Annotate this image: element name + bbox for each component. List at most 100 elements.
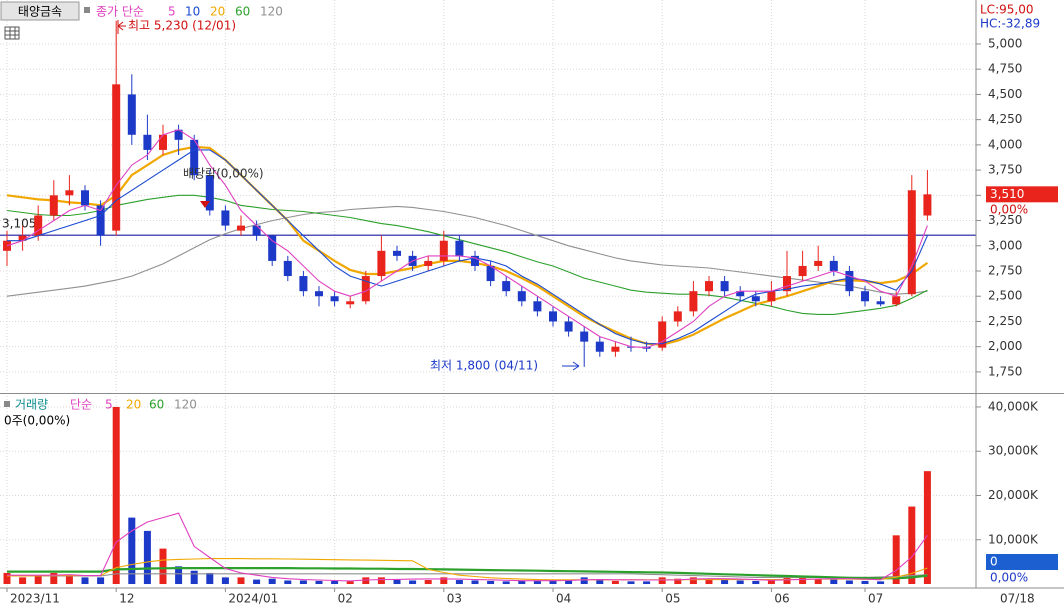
- legend-item: 10: [185, 5, 200, 19]
- legend-label: 종가 단순: [96, 5, 144, 19]
- volume-bar: [97, 577, 105, 585]
- stock-name-box[interactable]: [0, 1, 80, 21]
- moving-average-line: [7, 512, 928, 582]
- low-arrow: [562, 361, 580, 371]
- volume-bar: [65, 575, 73, 585]
- candle-body: [283, 260, 292, 277]
- volume-bar: [908, 506, 916, 585]
- volume-bar: [175, 566, 183, 585]
- volume-bar: [253, 579, 261, 585]
- y-tick-label: 2,000: [988, 339, 1022, 353]
- candle-body: [517, 291, 526, 302]
- moving-average-line: [7, 573, 928, 578]
- candle-body: [424, 260, 433, 266]
- volume-bar: [877, 581, 885, 585]
- volume-bar: [331, 580, 339, 585]
- candle-body: [595, 341, 604, 352]
- candle-body: [112, 84, 121, 231]
- volume-bar: [892, 535, 900, 585]
- y-tick-label: 5,000: [988, 36, 1022, 50]
- candle-body: [268, 235, 277, 261]
- volume-bar: [674, 578, 682, 585]
- volume-bar: [221, 577, 229, 585]
- volume-bar: [705, 578, 713, 585]
- candle-body: [892, 296, 901, 305]
- volume-bar: [643, 581, 651, 585]
- candle-body: [81, 190, 89, 206]
- legend-icon: [4, 401, 10, 407]
- candle-body: [861, 291, 869, 302]
- y-tick-label: 4,750: [988, 62, 1022, 76]
- volume-bar: [767, 580, 775, 585]
- table-icon[interactable]: [4, 26, 20, 40]
- table-icon-grid: [5, 27, 19, 39]
- x-tick-label: 2023/11: [10, 592, 60, 606]
- volume-bar: [611, 580, 619, 585]
- volume-bar: [206, 572, 214, 585]
- volume-bar: [830, 579, 838, 585]
- volume-bar: [190, 570, 198, 585]
- legend-item: 5: [168, 5, 176, 19]
- candle-body: [299, 276, 308, 292]
- volume-bar: [736, 580, 744, 585]
- candle-body: [907, 190, 916, 295]
- candle-body: [564, 321, 573, 332]
- candle-body: [127, 94, 136, 135]
- last-date: 07/18: [1000, 592, 1035, 606]
- volume-bar: [362, 577, 370, 585]
- candle-body: [486, 265, 495, 282]
- volume-bar: [440, 577, 448, 585]
- legend-item: 60: [235, 5, 250, 19]
- volume-bar: [3, 572, 11, 585]
- x-tick-label: 03: [447, 592, 462, 606]
- volume-bar: [424, 580, 432, 585]
- candle-body: [205, 175, 214, 211]
- volume-bar: [814, 578, 822, 585]
- volume-bar: [502, 581, 510, 585]
- volume-title: 거래량: [15, 398, 48, 412]
- x-tick-label: 07: [868, 592, 883, 606]
- volume-bar: [861, 580, 869, 585]
- candle-body: [143, 134, 152, 150]
- candle-body: [471, 255, 479, 266]
- candle-body: [751, 296, 760, 302]
- candle-body: [346, 301, 355, 305]
- volume-bar: [377, 577, 385, 585]
- volume-bar: [533, 580, 541, 585]
- volume-tag: [986, 554, 1058, 570]
- volume-bar: [799, 577, 807, 585]
- candle-body: [705, 281, 713, 292]
- volume-info: 0주(0,00%): [4, 414, 70, 428]
- y-tick-label: 10,000K: [988, 532, 1039, 546]
- y-tick-label: 1,750: [988, 364, 1022, 378]
- y-tick-label: 2,750: [988, 264, 1022, 278]
- legend-item: 5: [105, 398, 113, 412]
- dividend-marker: [200, 201, 210, 208]
- volume-bar: [112, 406, 120, 585]
- y-tick-label: 3,250: [988, 213, 1022, 227]
- stock-name[interactable]: 태양금속: [18, 5, 62, 19]
- candle-body: [361, 276, 370, 302]
- volume-bar: [721, 580, 729, 585]
- volume-bar: [81, 577, 89, 585]
- volume-bar: [237, 577, 245, 585]
- candle-body: [580, 331, 589, 342]
- candle-body: [65, 190, 74, 196]
- candle-body: [876, 301, 885, 305]
- volume-bar: [409, 580, 417, 585]
- volume-bar: [658, 577, 666, 585]
- x-tick-label: 02: [338, 592, 353, 606]
- volume-tag-text: 0: [990, 555, 998, 569]
- price-change: 0,00%: [990, 203, 1028, 217]
- low-note: 최저 1,800 (04/11): [430, 359, 538, 373]
- candle-body: [767, 291, 776, 302]
- volume-bar: [50, 572, 58, 585]
- y-tick-label: 2,500: [988, 289, 1022, 303]
- candle-body: [377, 250, 386, 277]
- y-tick-label: 30,000K: [988, 444, 1039, 458]
- moving-average-line: [7, 558, 928, 581]
- candle-body: [845, 271, 854, 292]
- candle-body: [533, 301, 542, 312]
- candle-body: [159, 134, 167, 150]
- volume-bar: [565, 579, 573, 585]
